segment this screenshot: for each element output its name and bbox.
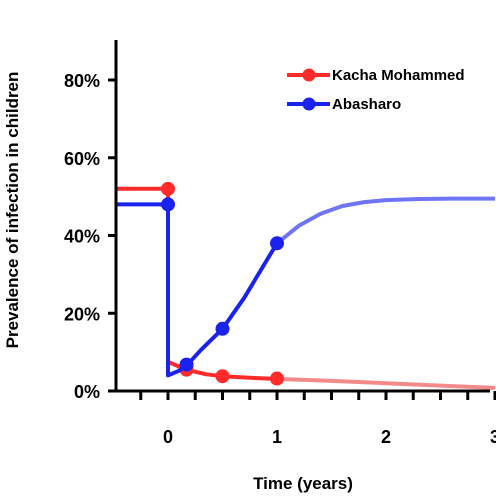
x-tick-label: 0 bbox=[163, 427, 173, 447]
data-point bbox=[179, 357, 194, 372]
x-tick-label: 2 bbox=[381, 427, 391, 447]
y-tick-label: 80% bbox=[64, 71, 100, 91]
x-axis-title: Time (years) bbox=[253, 474, 353, 493]
y-tick-label: 60% bbox=[64, 149, 100, 169]
data-point bbox=[215, 321, 230, 336]
legend-label: Abasharo bbox=[332, 96, 401, 113]
series-layer bbox=[116, 181, 496, 390]
legend-swatch-marker bbox=[302, 68, 316, 82]
y-axis-title: Prevalence of infection in children bbox=[3, 72, 22, 349]
legend: Kacha Mohammed Abasharo bbox=[287, 67, 465, 113]
x-tick-label: 1 bbox=[272, 427, 282, 447]
series-kacha-mohammed bbox=[116, 181, 496, 390]
legend-label: Kacha Mohammed bbox=[332, 67, 465, 84]
legend-item: Abasharo bbox=[287, 96, 401, 113]
legend-swatch-marker bbox=[302, 97, 316, 111]
series-line bbox=[116, 202, 279, 378]
data-point bbox=[270, 236, 284, 251]
data-point bbox=[161, 197, 175, 212]
y-tick-label: 40% bbox=[64, 227, 100, 247]
data-point bbox=[161, 181, 175, 196]
x-tick-label: 3 bbox=[490, 427, 496, 447]
series-line-projected bbox=[276, 376, 496, 390]
x-ticks: 0 1 2 3 bbox=[139, 391, 496, 447]
data-point bbox=[215, 369, 230, 384]
series-line-projected bbox=[275, 196, 495, 245]
series-abasharo bbox=[116, 196, 495, 378]
legend-item: Kacha Mohammed bbox=[287, 67, 465, 84]
y-tick-label: 0% bbox=[74, 382, 100, 402]
data-point bbox=[270, 371, 284, 386]
y-tick-label: 20% bbox=[64, 304, 100, 324]
y-ticks: 0% 20% 40% 60% 80% bbox=[64, 71, 116, 402]
